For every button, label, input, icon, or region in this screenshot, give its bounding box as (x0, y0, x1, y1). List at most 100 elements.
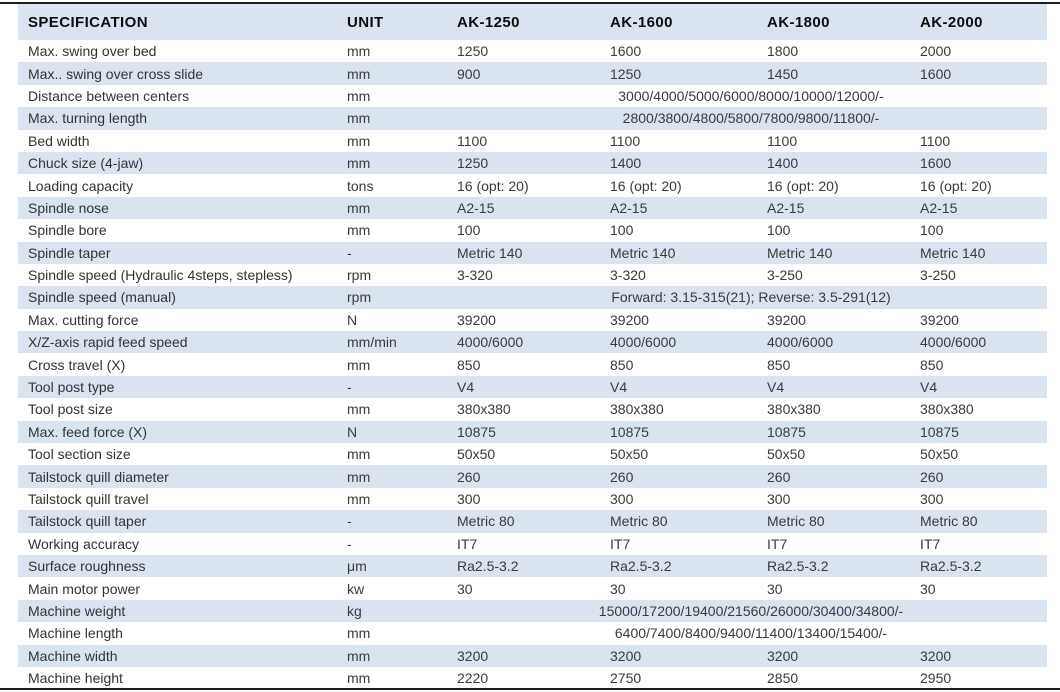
unit-cell: - (345, 375, 455, 399)
table-row: Main motor power kw 30 30 30 30 (18, 577, 1047, 599)
value-cell: 1800 (767, 43, 799, 60)
header-unit: UNIT (345, 4, 455, 40)
value-cell: Metric 140 (455, 241, 608, 264)
value-cell: 1250 (457, 43, 489, 60)
value-cell: 2950 (920, 670, 952, 687)
unit-cell: mm (347, 625, 371, 642)
value-cell: 4000/6000 (918, 331, 1047, 354)
value-cell: 1100 (610, 132, 641, 149)
table-row: Max. cutting force N 39200 39200 39200 39200 (18, 309, 1047, 331)
spec-name-cell: Cross travel (X) (28, 356, 126, 373)
spec-name-cell: Max.. swing over cross slide (18, 62, 345, 85)
table-row: Max. turning length mm 2800/3800/4800/5800… (18, 107, 1047, 130)
spec-name-cell: Spindle speed (manual) (18, 286, 345, 309)
value-cell: 39200 (610, 311, 649, 328)
value-cell: 3-320 (457, 267, 493, 284)
table-row: Tool post size mm 380x380 380x380 380x380 380… (18, 398, 1047, 420)
value-cell: 260 (455, 465, 608, 488)
table-row: Distance between centers mm 3000/4000/5000… (18, 85, 1047, 107)
unit-cell: mm (347, 222, 371, 239)
value-cell: 380x380 (457, 401, 511, 418)
value-cell: IT7 (920, 535, 941, 552)
value-cell: 10875 (608, 420, 765, 444)
spec-name-cell: Machine width (18, 644, 345, 667)
value-cell: A2-15 (918, 196, 1047, 220)
value-cell: Ra2.5-3.2 (455, 554, 608, 578)
spec-name-cell: Machine height (28, 670, 123, 687)
shared-value-cell: Forward: 3.15-315(21); Reverse: 3.5-291(… (455, 286, 1047, 309)
spec-name-cell: Bed width (28, 132, 90, 149)
table-row: Working accuracy - IT7 IT7 IT7 IT7 (18, 533, 1047, 555)
spec-name-cell: Tailstock quill diameter (18, 465, 345, 488)
value-cell: 30 (767, 580, 783, 597)
value-cell: 50x50 (767, 446, 806, 463)
spec-name-cell: Tailstock quill travel (28, 491, 149, 507)
value-cell: 1600 (918, 151, 1047, 175)
value-cell: 30 (457, 580, 473, 597)
table-row: Machine length mm 6400/7400/8400/9400/1140… (18, 622, 1047, 644)
value-cell: 10875 (918, 420, 1047, 444)
spec-name-cell: Machine weight (18, 599, 345, 623)
unit-cell: mm (345, 644, 455, 667)
value-cell: Ra2.5-3.2 (608, 554, 765, 578)
value-cell: V4 (455, 375, 608, 399)
value-cell: 30 (610, 580, 626, 597)
unit-cell: μm (345, 554, 455, 578)
spec-name-cell: Distance between centers (28, 87, 190, 104)
value-cell: 3-250 (767, 267, 803, 284)
table-row: Loading capacity tons 16 (opt: 20) 16 (opt:… (18, 174, 1047, 196)
value-cell: 2000 (920, 43, 952, 60)
spec-name-cell: Main motor power (28, 580, 141, 597)
header-ak-1600: AK-1600 (608, 4, 765, 40)
table-row: Machine height mm 2220 2750 2850 2950 (18, 667, 1047, 689)
value-cell: Metric 80 (765, 510, 918, 533)
value-cell: 16 (opt: 20) (610, 177, 682, 194)
table-row: Spindle nose mm A2-15 A2-15 A2-15 A2-15 (18, 196, 1047, 220)
value-cell: 39200 (920, 311, 959, 328)
spec-name-cell: Tool post type (18, 375, 345, 399)
value-cell: 16 (opt: 20) (457, 177, 529, 194)
value-cell: 3200 (918, 644, 1047, 667)
value-cell: 30 (920, 580, 936, 597)
value-cell: 50x50 (457, 446, 496, 463)
unit-cell: mm (345, 465, 455, 488)
value-cell: 3200 (455, 644, 608, 667)
spec-name-cell: Spindle bore (28, 222, 107, 239)
value-cell: 2220 (457, 670, 489, 687)
value-cell: 1600 (610, 43, 642, 60)
value-cell: 260 (765, 465, 918, 488)
table-row: Max. swing over bed mm 1250 1600 1800 2000 (18, 40, 1047, 62)
table-row: Surface roughness μm Ra2.5-3.2 Ra2.5-3.2 Ra2… (18, 554, 1047, 578)
header-specification: SPECIFICATION (18, 4, 345, 40)
spec-name-cell: Tailstock quill taper (18, 510, 345, 533)
value-cell: 380x380 (610, 401, 664, 418)
value-cell: 4000/6000 (765, 331, 918, 354)
unit-cell: mm (347, 87, 371, 104)
unit-cell: mm (345, 196, 455, 220)
value-cell: Metric 80 (608, 510, 765, 533)
unit-cell: mm/min (345, 331, 455, 354)
value-cell: 300 (457, 491, 481, 507)
value-cell: 850 (920, 356, 944, 373)
spec-name-cell: Machine length (28, 625, 123, 642)
value-cell: 10875 (765, 420, 918, 444)
table-row: Tailstock quill travel mm 300 300 300 300 (18, 488, 1047, 510)
spec-name-cell: Tool post size (28, 401, 113, 418)
unit-cell: mm (347, 132, 371, 149)
value-cell: 10875 (455, 420, 608, 444)
value-cell: 16 (opt: 20) (767, 177, 839, 194)
spec-name-cell: Max. feed force (X) (18, 420, 345, 444)
table-row: Tool post type - V4 V4 V4 V4 (18, 375, 1047, 399)
header-ak-2000: AK-2000 (918, 4, 1047, 40)
value-cell: 1250 (455, 151, 608, 175)
specification-table: SPECIFICATION UNIT AK-1250 AK-1600 AK-18… (18, 4, 1047, 689)
table-row: Chuck size (4-jaw) mm 1250 1400 1400 1600 (18, 151, 1047, 175)
value-cell: 850 (610, 356, 634, 373)
unit-cell: mm (347, 401, 371, 418)
value-cell: Metric 140 (765, 241, 918, 264)
value-cell: 2850 (767, 670, 799, 687)
unit-cell: mm (345, 151, 455, 175)
table-row: Bed width mm 1100 1100 1100 1100 (18, 130, 1047, 152)
value-cell: 100 (767, 222, 791, 239)
value-cell: Metric 140 (608, 241, 765, 264)
